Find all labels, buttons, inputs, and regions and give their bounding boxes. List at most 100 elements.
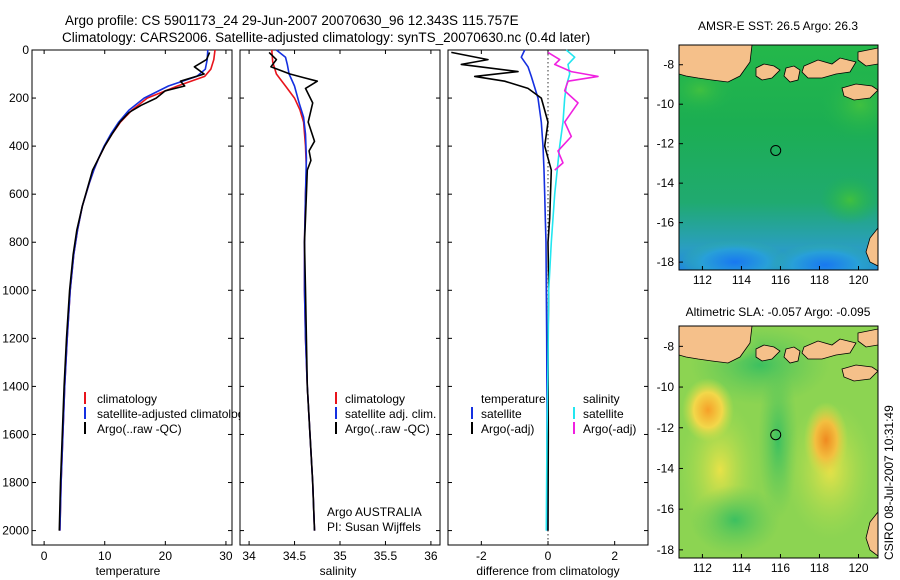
- map-y-tick-label: -10: [657, 380, 675, 394]
- difference-legend: temperature satellite Argo(-adj) salinit…: [471, 392, 636, 436]
- temperature-x-axis: 0 10 20 30: [41, 50, 233, 563]
- map-x-tick-label: 118: [810, 273, 829, 287]
- legend-label-satellite-adj: satellite adj. clim.: [345, 407, 436, 421]
- map-x-tick-label: 120: [848, 561, 868, 575]
- land-sumbawa: [801, 338, 857, 360]
- map-y-tick-label: -18: [657, 255, 675, 269]
- legend-label-satellite-adjusted: satellite-adjusted climatology: [97, 407, 250, 421]
- sla-warm-eddy: [682, 378, 734, 442]
- map-x-tick-label: 116: [771, 561, 790, 575]
- temperature-panel: 0 200 400 600 800 1000 1200 1400 1600 1800 2000 0 1…: [2, 43, 250, 578]
- argo-float-marker: [770, 144, 782, 156]
- map-y-tick-label: -16: [657, 216, 675, 230]
- annotation-argo-australia: Argo AUSTRALIA: [327, 505, 422, 519]
- legend-label-climatology: climatology: [345, 392, 405, 406]
- salinity-x-axis: 34 34.5 35 35.5 36: [242, 50, 438, 563]
- sst-field-warm-patch: [820, 175, 878, 225]
- series-salinity-satellite: [545, 49, 576, 531]
- depth-axis: 0 200 400 600 800 1000 1200 1400 1600 1800 2000: [2, 43, 232, 538]
- figure-title-line2: Climatology: CARS2006. Satellite-adjuste…: [62, 30, 590, 45]
- y-tick-label: 1600: [2, 427, 29, 441]
- sla-map-field: [679, 326, 878, 558]
- x-tick-label: 36: [424, 549, 438, 563]
- land-australia-coast: [865, 227, 878, 267]
- y-tick-label: 1400: [2, 379, 29, 393]
- sst-field-cool-patch: [680, 240, 790, 270]
- land-flores: [857, 328, 878, 348]
- sla-warm-eddy: [804, 402, 848, 478]
- map-y-tick-label: -14: [657, 461, 675, 475]
- difference-x-label: difference from climatology: [476, 564, 619, 578]
- series-temperature-satellite: [520, 49, 548, 531]
- map-x-tick-label: 112: [693, 273, 712, 287]
- salinity-x-label: salinity: [320, 564, 357, 578]
- land-bali: [755, 63, 781, 81]
- land-sumba: [841, 83, 878, 101]
- map-y-tick-label: -8: [663, 58, 674, 72]
- land-lombok: [783, 65, 801, 83]
- x-tick-label: 34.5: [283, 549, 307, 563]
- legend-label-argo: Argo(..raw -QC): [97, 422, 182, 436]
- x-tick-label: 34: [242, 549, 256, 563]
- argo-float-marker: [770, 429, 782, 441]
- land-lombok: [783, 346, 801, 364]
- series-argo-raw-qc: [268, 51, 319, 531]
- map-y-tick-label: -12: [657, 137, 675, 151]
- land-java-east: [679, 326, 753, 364]
- difference-panel: -2 0 2 temperature satellite Argo(-adj) sa…: [447, 49, 649, 578]
- land-sumba: [841, 364, 878, 382]
- x-tick-label: 10: [98, 549, 112, 563]
- sla-map-frame: [678, 325, 879, 559]
- x-tick-label: 30: [219, 549, 233, 563]
- map-x-tick-label: 116: [771, 273, 790, 287]
- legend-heading-salinity: salinity: [583, 392, 620, 406]
- x-tick-label: 20: [159, 549, 173, 563]
- map-x-tick-label: 114: [732, 273, 751, 287]
- legend-label-sal-argo: Argo(-adj): [583, 422, 636, 436]
- map-y-tick-label: -14: [657, 176, 675, 190]
- sst-field-warm-patch: [820, 70, 878, 140]
- difference-series: [451, 49, 599, 531]
- x-tick-label: 0: [41, 549, 48, 563]
- temperature-x-label: temperature: [96, 564, 161, 578]
- salinity-legend: climatology satellite adj. clim. Argo(..…: [335, 392, 436, 436]
- sst-map-frame: [678, 44, 879, 271]
- salinity-y-ticks: [240, 49, 440, 532]
- sst-field-cool-patch: [770, 243, 878, 270]
- y-tick-label: 800: [9, 235, 29, 249]
- map-x-tick-label: 112: [693, 561, 712, 575]
- map-y-tick-label: -8: [663, 339, 674, 353]
- difference-y-ticks: [448, 49, 648, 532]
- map-y-tick-label: -18: [657, 543, 675, 557]
- map-y-tick-label: -16: [657, 502, 675, 516]
- temperature-series: [58, 49, 216, 531]
- y-tick-label: 400: [9, 139, 29, 153]
- sst-map-title: AMSR-E SST: 26.5 Argo: 26.3: [698, 19, 858, 33]
- y-tick-label: 1200: [2, 331, 29, 345]
- sla-map-title: Altimetric SLA: -0.057 Argo: -0.095: [686, 305, 871, 319]
- series-salinity-argo-adj: [547, 51, 599, 171]
- salinity-panel: 34 34.5 35 35.5 36 climatology satellite adj…: [239, 49, 441, 578]
- sst-map-panel: AMSR-E SST: 26.5 Argo: 26.3 112 114 116 118…: [657, 19, 879, 287]
- y-tick-label: 1000: [2, 283, 29, 297]
- sla-map-panel: Altimetric SLA: -0.057 Argo: -0.095 112 1…: [657, 305, 879, 575]
- annotation-pi: PI: Susan Wijffels: [327, 520, 421, 534]
- land-flores: [857, 47, 878, 67]
- map-x-tick-label: 118: [810, 561, 829, 575]
- salinity-axes-frame: [239, 49, 441, 546]
- land-java-east: [679, 45, 753, 83]
- land-bali: [755, 344, 781, 362]
- x-tick-label: 2: [611, 549, 618, 563]
- legend-label-argo: Argo(..raw -QC): [345, 422, 430, 436]
- y-tick-label: 0: [22, 43, 29, 57]
- land-australia-coast: [865, 511, 878, 557]
- temperature-axes-frame: [31, 49, 233, 546]
- y-tick-label: 600: [9, 187, 29, 201]
- y-tick-label: 1800: [2, 476, 29, 490]
- difference-x-axis: -2 0 2: [476, 50, 618, 563]
- temperature-legend: climatology satellite-adjusted climatolo…: [84, 392, 250, 436]
- legend-label-temp-satellite: satellite: [481, 407, 522, 421]
- sla-field-patch: [690, 485, 780, 555]
- map-y-tick-label: -12: [657, 421, 675, 435]
